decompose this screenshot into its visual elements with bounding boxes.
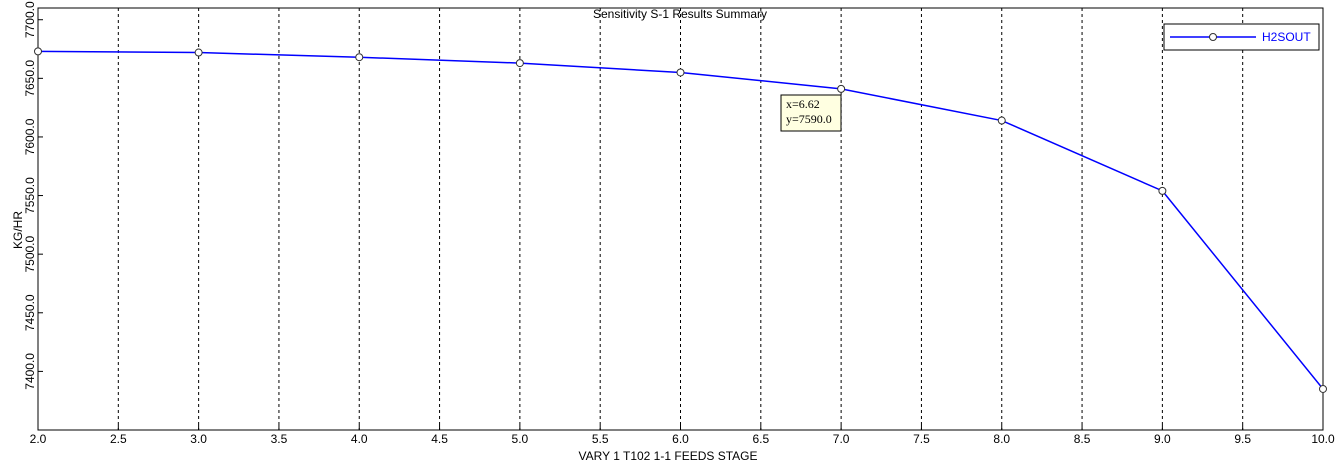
y-tick-label: 7700.0: [23, 1, 37, 38]
x-tick-label: 2.0: [30, 432, 47, 446]
data-point: [676, 68, 685, 77]
x-tick-label: 9.5: [1234, 432, 1251, 446]
annotation-text: x=6.62: [786, 97, 820, 111]
x-tick-label: 8.0: [993, 432, 1010, 446]
data-point: [837, 84, 846, 93]
x-tick-label: 6.5: [752, 432, 769, 446]
data-point: [997, 116, 1006, 125]
y-tick-label: 7600.0: [23, 118, 37, 155]
data-point: [1158, 186, 1167, 195]
x-tick-label: 7.5: [913, 432, 930, 446]
data-point: [355, 53, 364, 62]
x-tick-label: 5.5: [592, 432, 609, 446]
legend-label: H2SOUT: [1262, 30, 1311, 44]
x-axis-label: VARY 1 T102 1-1 FEEDS STAGE: [579, 449, 758, 463]
y-tick-label: 7550.0: [23, 177, 37, 214]
data-point: [1319, 384, 1327, 393]
x-tick-label: 2.5: [110, 432, 127, 446]
legend-marker: [1209, 33, 1217, 41]
x-tick-label: 3.5: [271, 432, 288, 446]
x-tick-label: 3.0: [190, 432, 207, 446]
y-tick-label: 7450.0: [23, 294, 37, 331]
y-tick-label: 7500.0: [23, 235, 37, 272]
x-tick-label: 5.0: [512, 432, 529, 446]
x-tick-label: 10.0: [1311, 432, 1335, 446]
data-point: [515, 59, 524, 68]
data-point: [34, 47, 42, 56]
annotation-text: y=7590.0: [786, 112, 832, 126]
x-tick-label: 6.0: [672, 432, 689, 446]
x-tick-label: 4.0: [351, 432, 368, 446]
x-tick-label: 7.0: [833, 432, 850, 446]
annotation-box: [780, 94, 842, 132]
y-axis-label: KG/HR: [11, 211, 25, 249]
x-tick-label: 9.0: [1154, 432, 1171, 446]
data-point: [194, 48, 203, 57]
y-tick-label: 7650.0: [23, 60, 37, 97]
y-tick-label: 7400.0: [23, 353, 37, 390]
x-tick-label: 8.5: [1074, 432, 1091, 446]
x-tick-label: 4.5: [431, 432, 448, 446]
